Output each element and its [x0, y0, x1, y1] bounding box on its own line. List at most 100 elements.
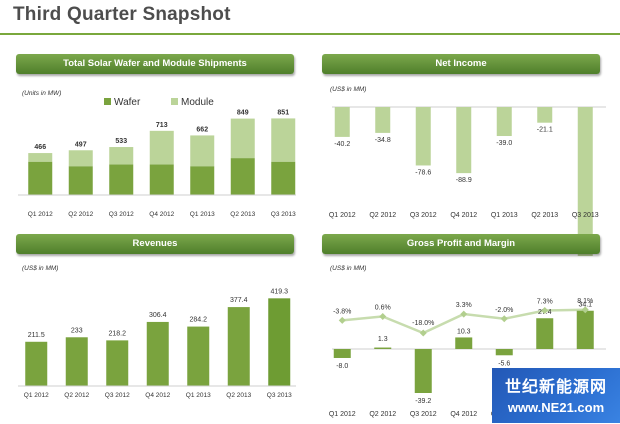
x-tick-label: Q3 2013 [271, 211, 296, 218]
bar-revenue [25, 341, 48, 386]
bar-gross-profit [374, 347, 392, 349]
x-tick-label: Q2 2012 [369, 411, 396, 418]
watermark-line1: 世纪新能源网 [504, 377, 607, 396]
bar-net-income [456, 107, 472, 174]
bar-module [230, 118, 255, 159]
data-label-revenue: 211.5 [28, 332, 45, 339]
x-tick-label: Q3 2012 [105, 392, 130, 399]
data-label-net-income: -39.0 [496, 140, 512, 147]
bar-module [271, 118, 296, 162]
bar-wafer [271, 161, 296, 195]
bar-module [28, 153, 53, 162]
bar-module [149, 130, 174, 165]
bar-gross-profit [576, 310, 594, 349]
bar-revenue [146, 321, 169, 386]
bar-wafer [109, 164, 134, 195]
x-tick-label: Q2 2012 [68, 211, 93, 218]
revenues-unit-label: (US$ in MM) [22, 265, 58, 272]
bar-revenue [268, 298, 291, 386]
x-tick-label: Q1 2012 [329, 411, 356, 418]
x-tick-label: Q3 2012 [109, 211, 134, 218]
revenues-header: Revenues [16, 234, 294, 254]
x-tick-label: Q2 2013 [226, 392, 251, 399]
bar-gross-profit [333, 349, 351, 358]
data-label-margin: 0.6% [375, 304, 391, 311]
data-label-margin: 3.3% [456, 302, 472, 309]
bar-wafer [230, 158, 255, 195]
x-tick-label: Q3 2012 [410, 212, 437, 219]
watermark-logo: 世纪新能源网 www.NE21.com [492, 368, 620, 423]
bar-wafer [68, 166, 93, 195]
x-tick-label: Q1 2012 [28, 211, 53, 218]
data-label-gross-profit: 1.3 [378, 336, 388, 343]
bar-module [109, 147, 134, 165]
bar-revenue [106, 340, 129, 386]
page-title: Third Quarter Snapshot [13, 4, 231, 25]
data-label-revenue: 419.3 [270, 288, 288, 295]
data-label-total: 851 [277, 109, 289, 116]
margin-marker [500, 315, 508, 323]
x-tick-label: Q1 2013 [190, 211, 215, 218]
data-label-revenue: 377.4 [230, 297, 248, 304]
gross-profit-panel: Gross Profit and Margin (US$ in MM) -8.0 -… [322, 234, 606, 418]
x-tick-label: Q1 2013 [491, 212, 518, 219]
data-label-revenue: 233 [71, 327, 83, 334]
bar-net-income [496, 107, 512, 137]
bar-revenue [227, 307, 250, 386]
margin-marker [541, 307, 549, 315]
data-label-net-income: -78.6 [415, 169, 431, 176]
data-label-total: 533 [115, 138, 127, 145]
data-label-revenue: 284.2 [189, 317, 207, 324]
bar-net-income [537, 107, 553, 123]
x-tick-label: Q4 2012 [145, 392, 170, 399]
x-tick-label: Q3 2012 [410, 411, 437, 418]
watermark-line2: www.NE21.com [507, 400, 605, 415]
x-tick-label: Q4 2012 [149, 211, 174, 218]
data-label-revenue: 306.4 [149, 312, 167, 319]
margin-marker [379, 312, 387, 320]
shipments-unit-label: (Units in MW) [22, 90, 61, 97]
bar-gross-profit [536, 318, 554, 349]
data-label-gross-profit: 34.1 [578, 302, 592, 309]
data-label-total: 466 [34, 144, 46, 151]
data-label-total: 497 [75, 141, 87, 148]
x-tick-label: Q3 2013 [572, 212, 599, 219]
data-label-margin: -2.0% [495, 307, 513, 314]
net-income-chart: (US$ in MM) -40.2 Q1 2012 -34.8 Q2 2012 -78.6… [329, 86, 606, 256]
bar-revenue [187, 326, 210, 386]
data-label-gross-profit: 10.3 [457, 328, 471, 335]
x-tick-label: Q2 2013 [531, 212, 558, 219]
data-label-total: 662 [196, 126, 208, 133]
bar-wafer [190, 166, 215, 195]
revenues-panel: Revenues (US$ in MM) 211.5 Q1 2012 233 Q2 20… [16, 234, 296, 404]
title-rule [0, 33, 620, 35]
data-label-net-income: -88.9 [456, 177, 472, 184]
revenues-chart: (US$ in MM) 211.5 Q1 2012 233 Q2 2012 218.2 Q3… [18, 265, 296, 399]
data-label-total: 713 [156, 122, 168, 129]
bar-module [68, 150, 93, 167]
legend-label-wafer: Wafer [114, 97, 141, 108]
x-tick-label: Q1 2012 [329, 212, 356, 219]
data-label-margin: -18.0% [412, 320, 434, 327]
bar-net-income [577, 107, 593, 256]
bar-net-income [375, 107, 391, 133]
margin-marker [460, 310, 468, 318]
data-label-revenue: 218.2 [108, 330, 126, 337]
legend-swatch-module [171, 98, 178, 105]
bar-wafer [28, 161, 53, 195]
data-label-net-income: -34.8 [375, 137, 391, 144]
shipments-header: Total Solar Wafer and Module Shipments [16, 54, 294, 74]
x-tick-label: Q2 2012 [369, 212, 396, 219]
data-label-net-income: -40.2 [334, 141, 350, 148]
data-label-gross-profit: -39.2 [415, 398, 431, 405]
legend-swatch-wafer [104, 98, 111, 105]
bar-module [190, 135, 215, 167]
data-label-gross-profit: -5.6 [498, 360, 510, 367]
data-label-total: 849 [237, 110, 249, 117]
bar-wafer [149, 164, 174, 195]
x-tick-label: Q2 2013 [230, 211, 255, 218]
bar-net-income [334, 107, 350, 137]
bar-gross-profit [495, 349, 513, 356]
margin-marker [581, 306, 589, 314]
net-income-unit-label: (US$ in MM) [330, 86, 366, 93]
